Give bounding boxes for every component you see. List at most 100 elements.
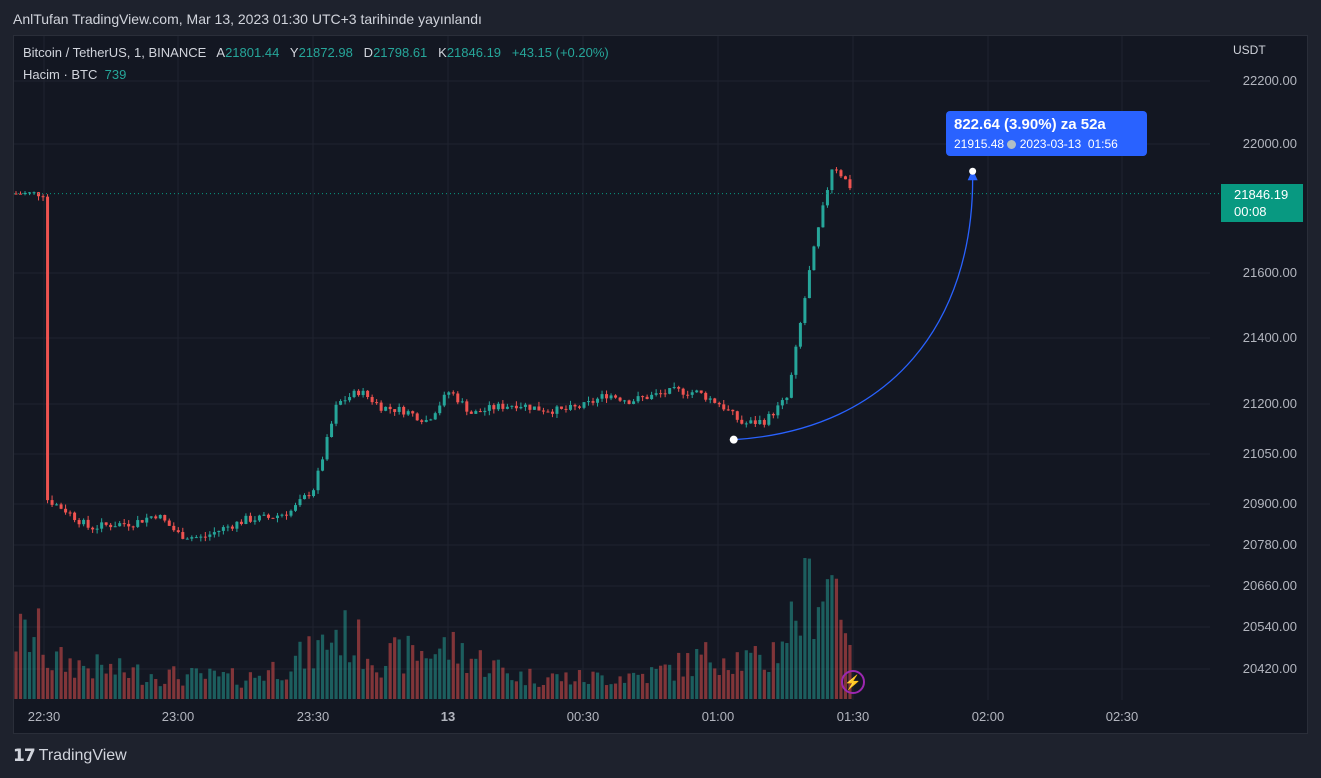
volume-bar (523, 685, 528, 699)
volume-bar (352, 655, 356, 699)
volume-bar (27, 652, 32, 699)
candle-body (388, 406, 392, 410)
volume-bar (483, 676, 487, 699)
candle-body (181, 532, 185, 539)
volume-bar (36, 608, 41, 699)
volume-bar (510, 680, 514, 699)
candle-body (167, 520, 171, 526)
volume-bar (699, 654, 703, 699)
volume-bar (438, 648, 442, 699)
measure-arc (733, 179, 974, 441)
volume-bar (284, 679, 289, 699)
candle-body (375, 402, 379, 404)
candle-body (41, 196, 45, 198)
volume-bar (212, 670, 216, 699)
volume-bar (424, 658, 428, 699)
candle-body (23, 192, 27, 195)
candle-body (208, 534, 212, 537)
candle-body (614, 395, 618, 398)
candle-body (776, 405, 780, 416)
symbol-label: Bitcoin / TetherUS, 1, BINANCE (23, 45, 207, 60)
volume-bar (45, 667, 50, 699)
measure-date: 2023-03-13 (1019, 137, 1082, 151)
candle-body (744, 423, 748, 425)
measure-summary: 822.64 (3.90%) za 52a (954, 116, 1106, 133)
candle-body (339, 401, 343, 405)
time-tick-label: 01:30 (837, 709, 870, 724)
candle-body (158, 515, 162, 519)
candle-body (14, 193, 18, 195)
candle-body (163, 515, 167, 521)
volume-bar (14, 651, 18, 699)
volume-bar (307, 636, 311, 699)
candle-body (762, 420, 766, 425)
candle-body (510, 405, 514, 407)
volume-bar (501, 667, 505, 699)
volume-bar (194, 668, 198, 699)
volume-bar (478, 650, 482, 699)
candle-body (812, 246, 816, 271)
open-value: 21801.44 (225, 45, 280, 60)
candle-body (284, 514, 288, 516)
candle-body (172, 525, 176, 531)
volume-bar (780, 641, 784, 699)
candle-body (587, 401, 591, 403)
candle-body (131, 526, 135, 528)
candle-body (758, 420, 762, 425)
candle-body (650, 394, 654, 400)
volume-bar (735, 652, 739, 699)
bar-countdown: 00:08 (1234, 204, 1267, 219)
volume-bar (641, 673, 645, 699)
candle-body (550, 411, 554, 414)
volume-bar (609, 684, 613, 699)
price-tick-label: 21050.00 (1243, 446, 1297, 461)
candle-body (68, 512, 72, 514)
candle-body (77, 520, 81, 525)
open-label: A (216, 45, 226, 60)
candle-body (681, 388, 685, 395)
candle-body (298, 499, 302, 506)
volume-bars (14, 557, 852, 699)
volume-bar (86, 668, 90, 699)
volume-bar (559, 681, 564, 699)
candle-body (641, 396, 645, 398)
candle-body (325, 437, 329, 460)
volume-bar (830, 575, 834, 699)
volume-bar (329, 642, 334, 699)
candle-body (537, 406, 541, 411)
candle-body (253, 520, 257, 522)
candle-body (618, 397, 622, 401)
measure-label[interactable]: 822.64 (3.90%) za 52a 21915.48 2023-03-1… (946, 111, 1147, 156)
measure-end-point (969, 167, 977, 175)
candle-body (316, 470, 320, 491)
time-axis: 22:30 23:00 23:30 13 00:30 01:00 01:30 02:00 02:… (28, 709, 1139, 724)
volume-bar (798, 635, 802, 699)
volume-bar (704, 642, 708, 699)
candle-body (118, 523, 122, 527)
candle-body (149, 516, 153, 518)
volume-bar (41, 654, 45, 699)
candle-body (519, 406, 523, 409)
candle-body (785, 397, 789, 401)
volume-bar (717, 675, 721, 699)
candle-body (469, 411, 473, 414)
candle-body (740, 419, 744, 424)
volume-bar (451, 631, 455, 699)
volume-bar (803, 557, 807, 699)
candle-body (686, 394, 690, 396)
candle-body (275, 515, 279, 519)
volume-bar (221, 671, 225, 699)
candle-body (235, 521, 239, 529)
lightning-icon[interactable]: ⚡ (841, 670, 865, 694)
price-tick-label: 20780.00 (1243, 537, 1297, 552)
volume-bar (771, 642, 775, 699)
candle-body (505, 406, 509, 409)
price-tick-label: 20540.00 (1243, 619, 1297, 634)
volume-bar (659, 665, 663, 699)
candle-body (127, 523, 131, 527)
candle-body (217, 530, 221, 533)
volume-bar (158, 686, 162, 699)
volume-bar (789, 601, 793, 699)
volume-bar (235, 684, 239, 699)
